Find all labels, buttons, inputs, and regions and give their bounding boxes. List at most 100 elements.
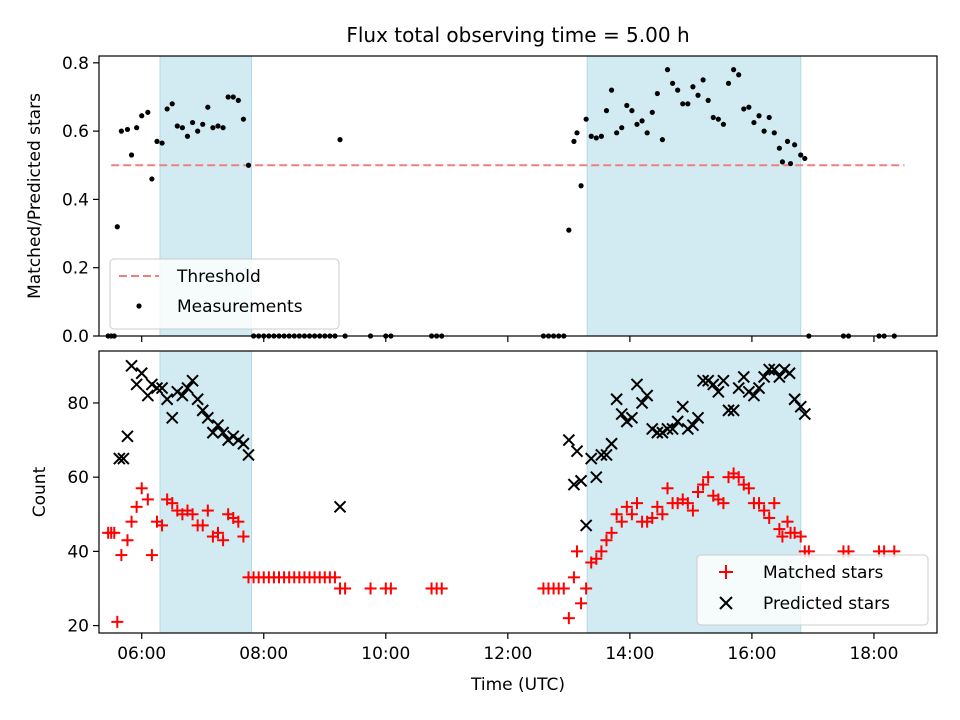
predicted-stars-point [712, 385, 725, 399]
matched-stars-point [610, 508, 623, 521]
predicted-stars-point [610, 393, 623, 406]
bottom-panel: 20 40 60 80 06:00 08:00 10:00 12:00 14:00 16:00 1… [30, 350, 938, 695]
matched-stars-point [135, 482, 148, 495]
predicted-stars-point [196, 404, 209, 417]
matched-stars-point [186, 508, 199, 521]
legend-predicted-label: Predicted stars [763, 594, 890, 614]
matched-stars-point [773, 523, 786, 536]
matched-stars-point [328, 571, 341, 584]
predicted-stars-point [640, 389, 654, 402]
matched-stars-point [661, 482, 674, 495]
matched-stars-point [681, 497, 694, 510]
measurement-point [710, 114, 716, 121]
matched-stars-point [630, 497, 643, 510]
matched-stars-point [651, 500, 664, 513]
measurement-point [154, 138, 160, 144]
predicted-stars-point [635, 396, 649, 410]
matched-stars-point [758, 504, 771, 517]
matched-stars-point [237, 530, 250, 543]
matched-stars-point [196, 519, 209, 532]
measurement-point [215, 123, 221, 129]
predicted-stars-point [135, 367, 148, 380]
predicted-stars-point [567, 478, 581, 491]
top-panel-y-axis-label: Matched/Predicted stars [25, 93, 45, 299]
predicted-stars-point [717, 374, 730, 387]
measurement-point [771, 130, 777, 136]
predicted-stars-point [333, 500, 347, 514]
y-tick-label: 20 [67, 617, 89, 637]
measurement-point [169, 101, 175, 107]
matched-stars-point [580, 582, 593, 595]
matched-stars-point [788, 526, 801, 539]
legend-threshold-label: Threshold [176, 267, 261, 287]
predicted-stars-point [691, 411, 705, 424]
matched-stars-point [217, 534, 230, 547]
measurement-point [700, 77, 706, 83]
bottom-panel-x-ticks: 06:00 08:00 10:00 12:00 14:00 16:00 18:00 [117, 633, 898, 664]
matched-stars-point [600, 534, 613, 547]
matched-stars-point [768, 497, 781, 510]
measurement-point [184, 133, 191, 139]
predicted-stars-point [211, 419, 225, 432]
top-panel-legend-box [109, 258, 340, 330]
predicted-stars-point [798, 407, 811, 421]
predicted-stars-point [160, 393, 174, 406]
measurement-point [189, 119, 196, 126]
predicted-stars-point [707, 378, 720, 391]
predicted-stars-point [121, 430, 134, 443]
measurement-point [588, 133, 594, 139]
legend-predicted-swatch [719, 596, 733, 610]
measurement-point [566, 227, 572, 233]
predicted-stars-point [570, 444, 584, 458]
measurement-point [200, 121, 206, 127]
measurements-series [105, 67, 897, 339]
predicted-stars-point [794, 400, 807, 413]
measurement-point [598, 133, 604, 139]
matched-stars-point [656, 508, 669, 521]
matched-stars-point [781, 515, 794, 528]
matched-stars-point [125, 515, 138, 528]
top-panel-legend: Threshold Measurements [109, 258, 340, 330]
predicted-stars-point [676, 400, 689, 413]
measurement-point [649, 109, 655, 115]
bottom-panel-y-axis-label: Count [30, 466, 50, 517]
x-tick-label: 12:00 [483, 644, 532, 664]
bottom-panel-shaded-intervals [159, 350, 802, 634]
matched-stars-point [211, 526, 224, 539]
measurement-point [230, 94, 236, 100]
top-panel: 0.00.20.40.60.8 Matched/Predicted stars … [25, 54, 938, 347]
predicted-stars-point [242, 448, 255, 462]
matched-stars-point [697, 478, 710, 491]
x-tick-label: 10:00 [361, 644, 410, 664]
measurement-point [736, 72, 742, 78]
measurement-point [725, 80, 732, 86]
measurement-point [608, 87, 615, 93]
measurement-point [634, 121, 640, 127]
matched-stars-point [590, 552, 603, 565]
y-tick-label: 80 [67, 394, 89, 414]
legend-measurements-swatch [136, 303, 142, 309]
y-tick-label: 0.8 [62, 54, 89, 74]
matched-stars-point [605, 526, 618, 539]
x-tick-label: 14:00 [605, 644, 654, 664]
matched-stars-point [625, 508, 638, 521]
predicted-stars-point [574, 474, 588, 488]
top-panel-x-ticks [141, 336, 875, 342]
predicted-stars-point [630, 378, 644, 391]
predicted-stars-point [737, 370, 750, 384]
measurement-point [654, 90, 660, 97]
measurement-point [802, 155, 808, 162]
predicted-stars-point [762, 363, 776, 376]
measurement-point [603, 108, 610, 114]
predicted-stars-point [595, 448, 608, 462]
matched-stars-point [115, 549, 128, 562]
measurement-point [798, 152, 804, 158]
bottom-panel-legend: Matched stars Predicted stars [696, 554, 929, 626]
measurement-point [715, 116, 721, 122]
matched-stars-point [156, 519, 169, 532]
matched-stars-point [141, 493, 154, 506]
bottom-panel-y-ticks: 20 40 60 80 [67, 394, 99, 637]
measurement-point [118, 128, 124, 134]
predicted-stars-point [661, 422, 674, 436]
measurement-point [240, 116, 247, 122]
